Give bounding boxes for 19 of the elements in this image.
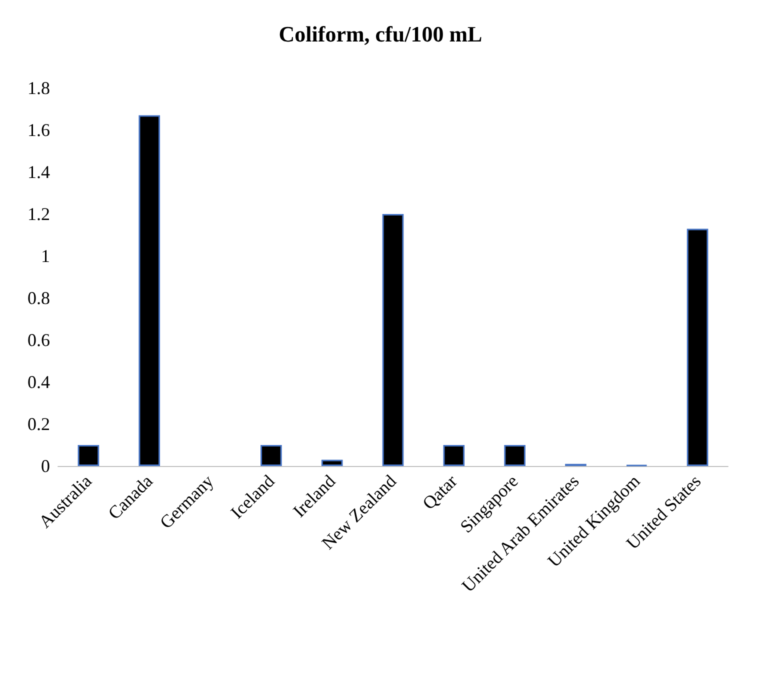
bar [382,214,404,466]
bar [260,445,282,466]
y-tick-label: 0 [41,456,50,476]
y-tick-label: 0.2 [28,414,50,434]
bar [686,228,708,466]
bar [504,445,526,466]
bar [78,445,100,466]
y-tick-label: 0.8 [28,288,50,308]
bar [138,115,160,466]
chart-title: Coliform, cfu/100 mL [278,22,482,46]
bar [443,445,465,466]
y-tick-label: 1.2 [28,204,50,224]
y-tick-label: 1 [41,246,50,266]
y-tick-label: 1.8 [28,78,50,98]
y-tick-label: 1.6 [28,120,50,140]
y-tick-label: 0.4 [28,372,50,392]
y-tick-label: 0.6 [28,330,50,350]
y-tick-label: 1.4 [28,162,50,182]
bar [321,460,343,466]
